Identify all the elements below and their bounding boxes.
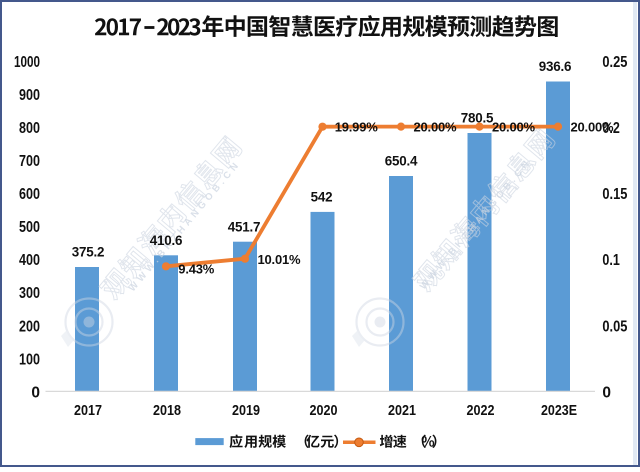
svg-text:1000: 1000: [14, 54, 40, 71]
svg-text:0.2: 0.2: [602, 120, 619, 137]
svg-text:410.6: 410.6: [150, 233, 183, 248]
svg-text:700: 700: [19, 153, 40, 170]
svg-text:20.00%: 20.00%: [571, 120, 615, 135]
svg-text:0.15: 0.15: [602, 186, 627, 203]
svg-text:2023E: 2023E: [541, 402, 577, 419]
svg-text:0.05: 0.05: [602, 318, 627, 335]
svg-text:451.7: 451.7: [228, 219, 261, 234]
svg-text:780.5: 780.5: [461, 111, 494, 126]
svg-text:800: 800: [19, 120, 40, 137]
svg-text:400: 400: [19, 252, 40, 269]
svg-text:375.2: 375.2: [72, 245, 105, 260]
svg-text:300: 300: [19, 285, 40, 302]
svg-text:0.1: 0.1: [602, 252, 620, 269]
svg-text:542: 542: [311, 190, 333, 205]
svg-text:2018: 2018: [153, 402, 181, 419]
svg-text:600: 600: [19, 186, 40, 203]
svg-text:2021: 2021: [388, 402, 416, 419]
svg-text:650.4: 650.4: [385, 154, 418, 169]
svg-text:9.43%: 9.43%: [178, 261, 215, 276]
svg-text:20.00%: 20.00%: [414, 120, 458, 135]
svg-text:19.99%: 19.99%: [335, 120, 379, 135]
svg-text:0.25: 0.25: [602, 54, 627, 71]
svg-text:10.01%: 10.01%: [258, 252, 302, 267]
svg-text:100: 100: [19, 351, 40, 368]
svg-text:500: 500: [19, 219, 40, 236]
svg-text:2022: 2022: [467, 402, 495, 419]
svg-text:200: 200: [19, 318, 40, 335]
svg-text:2020: 2020: [310, 402, 338, 419]
svg-text:20.00%: 20.00%: [492, 120, 536, 135]
svg-text:0: 0: [602, 384, 611, 401]
svg-text:2017: 2017: [74, 402, 102, 419]
svg-text:2019: 2019: [232, 402, 260, 419]
svg-text:0: 0: [31, 384, 40, 401]
svg-text:900: 900: [19, 87, 40, 104]
svg-text:936.6: 936.6: [539, 59, 572, 74]
